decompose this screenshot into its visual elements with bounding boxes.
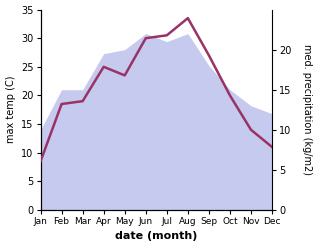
- Y-axis label: max temp (C): max temp (C): [5, 76, 16, 144]
- X-axis label: date (month): date (month): [115, 231, 197, 242]
- Y-axis label: med. precipitation (kg/m2): med. precipitation (kg/m2): [302, 44, 313, 175]
